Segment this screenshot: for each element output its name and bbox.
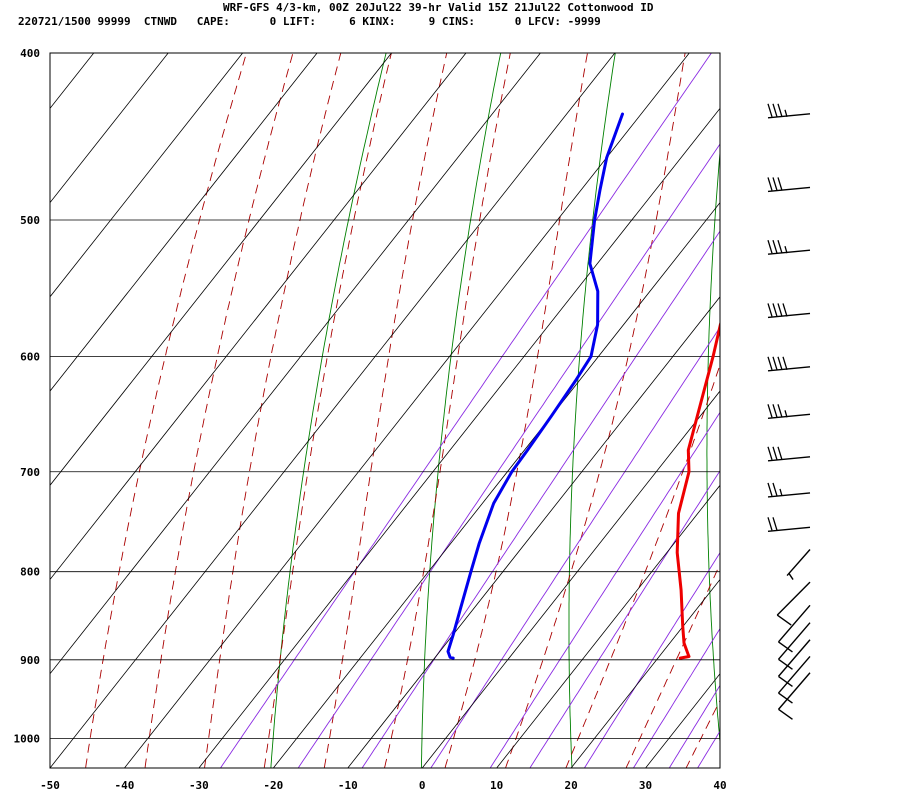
isotherm [50, 53, 318, 392]
pressure-tick-label: 900 [20, 654, 40, 667]
wind-barb [777, 655, 811, 704]
isotherm [50, 53, 243, 298]
mixing-ratio-line [361, 230, 720, 768]
moist-adiabat [263, 53, 392, 768]
chart-title: WRF-GFS 4/3-km, 00Z 20Jul22 39-hr Valid … [223, 1, 654, 14]
isotherm [496, 484, 720, 768]
wind-barb [786, 549, 811, 580]
wind-barb [767, 303, 811, 319]
isotherm [50, 53, 541, 675]
dry-adiabat [836, 15, 875, 783]
isotherm [645, 673, 720, 768]
dry-adiabat [420, 53, 502, 768]
mixing-ratio-line [529, 470, 720, 768]
temperature-tick-label: -30 [189, 779, 209, 792]
isotherm [719, 767, 720, 768]
dry-adiabat [706, 147, 720, 747]
moist-adiabat [144, 53, 294, 768]
moist-adiabat [739, 15, 900, 783]
isotherm [570, 578, 720, 768]
moist-adiabat [384, 53, 511, 768]
wind-barb [767, 177, 811, 193]
wind-barb [777, 622, 811, 670]
temperature-tick-label: 30 [639, 779, 652, 792]
isotherm [50, 53, 467, 581]
wind-barb [776, 581, 811, 626]
wind-barb [767, 446, 811, 462]
temperature-tick-label: 40 [713, 779, 726, 792]
temperature-tick-label: 10 [490, 779, 503, 792]
wind-barb [767, 482, 811, 498]
stability-indices: 220721/1500 99999 CTNWD CAPE: 0 LIFT: 6 … [18, 15, 601, 28]
isotherm [50, 53, 392, 486]
isotherm [198, 107, 720, 768]
mixing-ratio-line [697, 730, 720, 768]
wind-barb [777, 672, 811, 720]
temperature-tick-label: 20 [564, 779, 577, 792]
moist-adiabat [85, 53, 247, 768]
pressure-tick-label: 1000 [14, 733, 41, 746]
moist-adiabat [323, 53, 448, 768]
plot-frame [49, 52, 721, 769]
wind-barb [767, 240, 811, 255]
dewpoint-profile-line [446, 112, 624, 660]
temperature-tick-label: -50 [40, 779, 60, 792]
mixing-ratio-line [489, 411, 720, 768]
wind-barb [767, 517, 811, 533]
moist-adiabat [444, 53, 588, 768]
dry-adiabat [568, 53, 616, 768]
pressure-tick-label: 400 [20, 47, 40, 60]
pressure-tick-label: 500 [20, 214, 40, 227]
background-lines [50, 15, 900, 783]
isotherm [50, 53, 616, 768]
temperature-tick-label: -10 [338, 779, 358, 792]
header: WRF-GFS 4/3-km, 00Z 20Jul22 39-hr Valid … [0, 0, 900, 32]
wind-barbs [767, 103, 811, 720]
dry-adiabat [270, 53, 387, 768]
moist-adiabat [204, 53, 342, 768]
isotherm [124, 53, 690, 768]
isotherm [50, 53, 169, 204]
pressure-tick-label: 800 [20, 566, 40, 579]
temperature-tick-label: 0 [419, 779, 426, 792]
mixing-ratio-line [668, 684, 720, 768]
moist-adiabat [565, 363, 720, 768]
pressure-tick-label: 600 [20, 350, 40, 363]
temperature-tick-label: -20 [263, 779, 283, 792]
mixing-ratio-line [430, 326, 720, 768]
isotherm [347, 296, 720, 768]
mixing-ratio-line [632, 627, 720, 768]
pressure-tick-label: 700 [20, 466, 40, 479]
temperature-profile-line [675, 320, 720, 660]
isotherm [50, 53, 95, 110]
pressure-ticks: 400 500 600 700 800 900 1000 [14, 47, 41, 746]
wind-barb [767, 404, 811, 419]
wind-barb [777, 604, 811, 653]
temperature-ticks: -50 -40 -30 -20 -10 0 10 20 30 40 [40, 779, 727, 792]
mixing-ratio-line [583, 551, 720, 768]
mixing-ratio-line [297, 143, 720, 768]
wind-barb [767, 356, 811, 372]
moist-adiabat [625, 563, 720, 768]
moist-adiabat [505, 53, 686, 768]
wind-barb [767, 103, 811, 119]
isotherm [421, 390, 720, 768]
profile-lines [446, 112, 720, 660]
wind-barb [777, 639, 811, 687]
mixing-ratio-line [219, 53, 712, 768]
temperature-tick-label: -40 [115, 779, 135, 792]
